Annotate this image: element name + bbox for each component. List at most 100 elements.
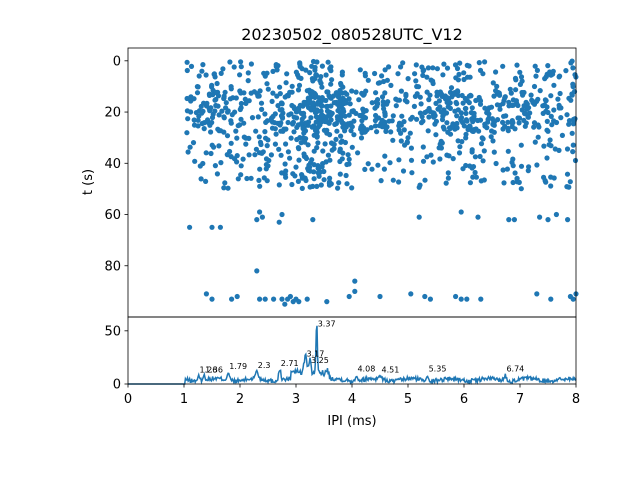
raster-point: [316, 173, 322, 179]
raster-point: [571, 116, 577, 122]
ipi-y-ticks: 0 50: [104, 324, 128, 393]
raster-point: [331, 100, 337, 106]
raster-point: [453, 99, 459, 106]
peak-label: 3.25: [311, 356, 329, 365]
raster-point: [519, 107, 525, 113]
raster-point: [295, 122, 301, 128]
raster-point: [339, 138, 345, 144]
raster-point: [337, 148, 343, 154]
raster-point: [516, 179, 522, 185]
raster-point: [396, 120, 403, 126]
raster-point: [349, 185, 355, 191]
raster-point: [245, 70, 251, 76]
raster-point: [447, 131, 454, 137]
raster-point: [203, 150, 209, 156]
raster-point: [373, 112, 379, 119]
raster-point: [238, 163, 244, 169]
raster-point: [510, 163, 516, 169]
raster-point: [290, 171, 296, 177]
raster-point: [296, 299, 302, 305]
raster-point: [263, 156, 270, 162]
raster-point: [237, 106, 243, 113]
raster-point: [238, 59, 244, 65]
raster-point: [184, 108, 190, 114]
raster-point: [456, 71, 462, 77]
raster-point: [312, 94, 318, 100]
raster-point: [559, 132, 566, 138]
raster-point: [401, 127, 407, 133]
raster-point: [457, 60, 463, 66]
raster-point: [270, 68, 276, 74]
raster-point: [262, 296, 268, 302]
raster-point: [263, 119, 269, 125]
raster-point: [319, 103, 325, 109]
raster-point: [508, 90, 514, 96]
raster-point: [372, 70, 378, 77]
raster-point: [471, 128, 477, 134]
raster-point: [399, 113, 405, 119]
raster-point: [184, 130, 190, 136]
raster-point: [218, 70, 224, 76]
raster-point: [265, 163, 271, 169]
raster-point: [185, 149, 191, 155]
raster-point: [241, 120, 247, 126]
raster-point: [416, 214, 422, 220]
raster-point: [417, 94, 423, 100]
raster-point: [430, 159, 436, 165]
raster-point: [493, 69, 499, 75]
raster-point: [473, 97, 479, 104]
peak-label: 6.74: [506, 364, 524, 373]
raster-point: [193, 110, 199, 116]
raster-point: [527, 110, 533, 116]
raster-point: [257, 209, 263, 215]
raster-point: [297, 60, 303, 66]
peak-label: 1.26: [200, 365, 218, 374]
raster-point: [329, 110, 335, 116]
raster-point: [218, 160, 224, 166]
ipi-x-tick-label: 0: [124, 392, 132, 407]
raster-point: [430, 65, 436, 71]
peak-label: 4.08: [357, 364, 375, 373]
raster-point: [344, 181, 350, 187]
raster-point: [551, 107, 557, 113]
raster-point: [255, 114, 261, 120]
raster-point: [458, 296, 464, 302]
raster-point: [301, 125, 307, 131]
raster-point: [365, 77, 371, 83]
raster-point: [209, 82, 215, 88]
raster-point: [525, 114, 532, 120]
raster-point: [283, 168, 289, 174]
raster-point: [283, 174, 289, 180]
raster-point: [480, 136, 486, 142]
raster-point: [276, 146, 282, 152]
raster-point: [432, 121, 438, 127]
raster-point: [408, 291, 414, 297]
raster-point: [328, 64, 334, 70]
raster-point: [328, 103, 334, 109]
raster-point: [362, 73, 368, 79]
raster-point: [301, 99, 307, 105]
raster-point: [200, 160, 206, 167]
raster-point: [379, 124, 385, 130]
raster-point: [408, 116, 414, 122]
peak-label: 2.71: [281, 359, 299, 368]
raster-point: [454, 65, 461, 72]
raster-point: [309, 157, 315, 163]
raster-point: [531, 101, 538, 107]
raster-point: [257, 166, 263, 172]
raster-point: [213, 102, 219, 109]
raster-point: [314, 183, 320, 189]
raster-point: [311, 148, 317, 154]
raster-point: [395, 97, 401, 103]
raster-point: [248, 90, 254, 96]
raster-point: [307, 106, 313, 112]
raster-point: [375, 101, 381, 107]
raster-point: [454, 113, 460, 119]
raster-point: [548, 93, 554, 99]
raster-point: [238, 172, 244, 178]
raster-point: [526, 164, 532, 170]
raster-point: [211, 144, 217, 150]
raster-point: [405, 76, 411, 82]
raster-point: [470, 174, 476, 180]
raster-point: [481, 148, 487, 154]
